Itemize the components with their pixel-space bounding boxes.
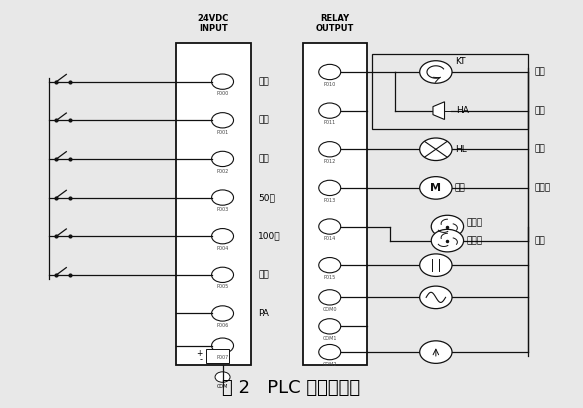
Text: 电磁阀: 电磁阀 bbox=[466, 236, 483, 245]
Circle shape bbox=[319, 64, 340, 80]
Circle shape bbox=[420, 138, 452, 160]
Bar bbox=[206, 349, 229, 363]
Text: 排气: 排气 bbox=[258, 271, 269, 279]
Text: 风机: 风机 bbox=[455, 184, 466, 193]
Text: -: - bbox=[200, 355, 203, 364]
Text: 计量: 计量 bbox=[534, 67, 545, 76]
Text: HA: HA bbox=[456, 106, 469, 115]
Circle shape bbox=[212, 338, 234, 353]
Circle shape bbox=[215, 372, 230, 382]
Circle shape bbox=[420, 254, 452, 277]
Text: KT: KT bbox=[455, 58, 465, 67]
Text: +: + bbox=[196, 349, 203, 358]
Text: HL: HL bbox=[455, 145, 466, 154]
Circle shape bbox=[420, 177, 452, 199]
Text: P012: P012 bbox=[324, 159, 336, 164]
Text: 100次: 100次 bbox=[258, 232, 280, 241]
Text: P000: P000 bbox=[216, 91, 229, 96]
Text: 消音: 消音 bbox=[534, 236, 545, 245]
Text: P001: P001 bbox=[216, 130, 229, 135]
Text: 报警: 报警 bbox=[534, 106, 545, 115]
Text: 50次: 50次 bbox=[258, 193, 275, 202]
Circle shape bbox=[420, 341, 452, 364]
Text: P010: P010 bbox=[324, 82, 336, 86]
Text: COM0: COM0 bbox=[322, 307, 337, 312]
Bar bbox=[373, 54, 528, 129]
Circle shape bbox=[212, 151, 234, 166]
Circle shape bbox=[212, 74, 234, 89]
Circle shape bbox=[212, 267, 234, 282]
Circle shape bbox=[319, 180, 340, 195]
Circle shape bbox=[319, 219, 340, 234]
Text: P006: P006 bbox=[216, 323, 229, 328]
Text: 电磁阀: 电磁阀 bbox=[466, 219, 483, 228]
Circle shape bbox=[212, 190, 234, 205]
Circle shape bbox=[212, 228, 234, 244]
Circle shape bbox=[212, 306, 234, 321]
Text: P014: P014 bbox=[324, 236, 336, 241]
Text: P002: P002 bbox=[216, 169, 229, 173]
Circle shape bbox=[319, 142, 340, 157]
Circle shape bbox=[212, 113, 234, 128]
Circle shape bbox=[319, 103, 340, 118]
Text: P011: P011 bbox=[324, 120, 336, 125]
Circle shape bbox=[319, 257, 340, 273]
Text: 排风机: 排风机 bbox=[534, 184, 550, 193]
Text: M: M bbox=[430, 183, 441, 193]
Text: P003: P003 bbox=[216, 207, 229, 212]
Text: 停止: 停止 bbox=[258, 116, 269, 125]
Text: PA: PA bbox=[258, 309, 269, 318]
Text: P004: P004 bbox=[216, 246, 229, 251]
Text: 24VDC
INPUT: 24VDC INPUT bbox=[198, 13, 229, 33]
Circle shape bbox=[420, 286, 452, 308]
Text: P013: P013 bbox=[324, 197, 336, 202]
Text: COM: COM bbox=[217, 384, 228, 389]
Circle shape bbox=[420, 61, 452, 83]
Circle shape bbox=[319, 344, 340, 360]
Text: 手动: 手动 bbox=[258, 154, 269, 164]
Text: P015: P015 bbox=[324, 275, 336, 280]
Text: P007: P007 bbox=[216, 355, 229, 360]
Circle shape bbox=[431, 215, 463, 238]
Text: P005: P005 bbox=[216, 284, 229, 290]
Polygon shape bbox=[433, 102, 444, 120]
Text: COM2: COM2 bbox=[322, 362, 337, 367]
Text: RELAY
OUTPUT: RELAY OUTPUT bbox=[315, 13, 354, 33]
Text: COM1: COM1 bbox=[322, 336, 337, 341]
Text: 指示: 指示 bbox=[534, 145, 545, 154]
Text: 自动: 自动 bbox=[258, 77, 269, 86]
Circle shape bbox=[319, 290, 340, 305]
Bar bbox=[303, 43, 367, 365]
Text: 图 2   PLC 控制原理图: 图 2 PLC 控制原理图 bbox=[223, 379, 360, 397]
Circle shape bbox=[431, 229, 463, 252]
Circle shape bbox=[319, 319, 340, 334]
Bar bbox=[176, 43, 251, 365]
